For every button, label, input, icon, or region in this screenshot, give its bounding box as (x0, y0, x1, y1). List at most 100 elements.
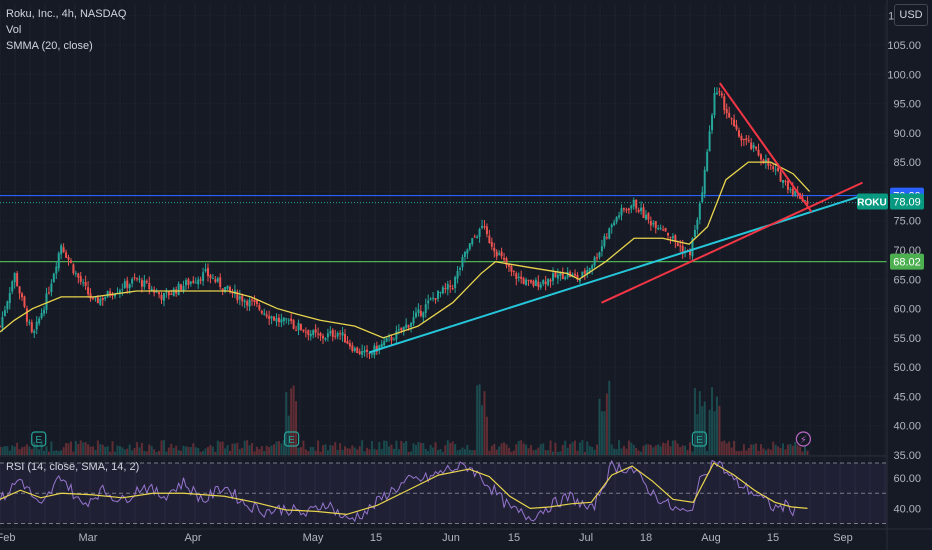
volume-bar (94, 449, 97, 455)
time-tick-label: 15 (767, 532, 779, 544)
volume-bar (764, 450, 767, 455)
volume-bar (693, 388, 696, 455)
candle-body (145, 280, 148, 283)
volume-bar (189, 446, 192, 455)
candle-body (253, 299, 256, 303)
volume-bar (498, 446, 501, 455)
volume-bar (481, 405, 484, 455)
volume-bar (745, 450, 748, 455)
candle-body (625, 209, 628, 211)
symbol-tag-bg (857, 193, 888, 210)
candle-body (366, 349, 369, 352)
candle-body (478, 228, 481, 237)
candle-body (11, 281, 14, 292)
volume-bar (211, 446, 214, 455)
volume-bar (503, 442, 506, 455)
volume-bar (772, 441, 775, 455)
candle-body (260, 310, 263, 314)
candle-body (57, 253, 60, 269)
volume-bar (378, 442, 381, 455)
volume-bar (539, 444, 542, 455)
candle-body (410, 322, 413, 327)
candle-body (466, 249, 469, 254)
rsi-indicator-label[interactable]: RSI (14, close, SMA, 14, 2) (6, 461, 140, 473)
volume-bar (551, 451, 554, 455)
volume-bar (525, 444, 528, 455)
volume-bar (96, 440, 99, 455)
candle-body (485, 226, 488, 235)
volume-bar (544, 450, 547, 455)
candle-body (214, 279, 217, 282)
indicator-smma-label[interactable]: SMMA (20, close) (6, 40, 93, 52)
volume-bar (104, 446, 107, 455)
symbol-title[interactable]: Roku, Inc., 4h, NASDAQ (6, 8, 127, 20)
volume-bar (647, 444, 650, 455)
volume-bar (796, 445, 799, 455)
volume-bar (791, 445, 794, 455)
candle-body (542, 279, 545, 284)
volume-bar (581, 440, 584, 455)
volume-bar (304, 449, 307, 455)
volume-bar (397, 449, 400, 455)
candle-body (556, 274, 559, 279)
candle-body (167, 291, 170, 296)
time-axis[interactable]: Feb Mar Apr May 15 Jun 15 Jul 18 Aug 15 Sep (0, 528, 932, 544)
volume-bar (733, 440, 736, 455)
candle-body (547, 278, 550, 286)
candle-body (35, 321, 38, 330)
candle-body (265, 314, 268, 317)
candle-body (505, 258, 508, 266)
candle-body (630, 205, 633, 209)
candle-body (324, 338, 327, 340)
volume-bar (495, 449, 498, 455)
volume-bar (799, 446, 802, 455)
volume-bar (177, 450, 180, 455)
volume-bar (767, 448, 770, 455)
indicator-vol-label[interactable]: Vol (6, 24, 22, 36)
candle-body (33, 330, 36, 334)
candle-body (114, 294, 117, 297)
candle-body (126, 280, 129, 288)
volume-bar (309, 446, 312, 455)
last-price-tag: 78.09 (893, 196, 921, 208)
volume-bar (28, 446, 31, 455)
volume-bar (637, 450, 640, 455)
candle-body (101, 297, 104, 301)
volume-bar (99, 444, 102, 455)
candle-body (493, 247, 496, 252)
volume-bar (204, 448, 207, 455)
volume-bar (275, 441, 278, 455)
volume-bar (588, 445, 591, 455)
candle-body (77, 273, 80, 278)
candle-body (622, 208, 625, 210)
candle-body (603, 236, 606, 247)
candle-body (444, 288, 447, 290)
candle-body (708, 131, 711, 152)
event-markers: E E E ⚡ (31, 431, 811, 447)
candle-body (297, 322, 300, 331)
candle-body (747, 140, 750, 142)
volume-bar (737, 451, 740, 455)
currency-button[interactable]: USD (894, 4, 928, 26)
candle-body (441, 287, 444, 294)
candle-body (52, 273, 55, 283)
candle-body (158, 291, 161, 295)
volume-bar (407, 451, 410, 455)
rsi-ma-line (0, 462, 808, 516)
candle-body (236, 291, 239, 301)
volume-bar (116, 445, 119, 455)
candle-body (47, 292, 50, 294)
trend-lines[interactable] (368, 82, 863, 354)
price-tick-label: 105.00 (887, 40, 921, 52)
volume-bar (209, 445, 212, 455)
price-axis[interactable]: 110.00105.00100.0095.0090.0085.0080.0075… (886, 0, 921, 550)
candle-body (361, 350, 364, 355)
price-tick-label: 50.00 (893, 362, 921, 374)
candle-body (498, 253, 501, 255)
candle-body (238, 296, 241, 300)
volume-bar (706, 451, 709, 455)
volume-bar (123, 449, 126, 455)
candle-body (434, 298, 437, 300)
volume-bar (292, 385, 295, 455)
